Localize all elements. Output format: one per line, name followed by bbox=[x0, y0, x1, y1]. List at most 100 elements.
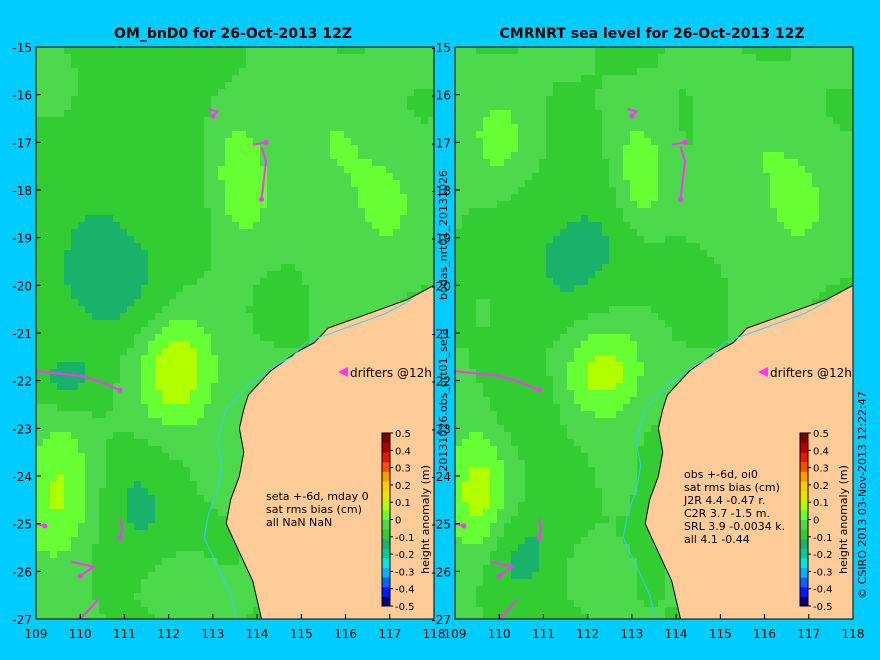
colorbar-tick-label: -0.2 bbox=[813, 550, 833, 561]
legend-drifters-left: drifters @12h bbox=[338, 366, 432, 380]
colorbar-tick-label: 0.1 bbox=[813, 498, 829, 509]
y-tick-label: -23 bbox=[12, 422, 32, 436]
y-tick-label: -20 bbox=[12, 279, 32, 293]
colorbar-tick-label: -0.3 bbox=[395, 567, 415, 578]
y-tick-label: -21 bbox=[431, 327, 451, 341]
panel-left: OM_bnD0 for 26-Oct-2013 12Z -15 -16 -17 -18… bbox=[12, 26, 445, 641]
drifter-head bbox=[263, 139, 269, 145]
colorbar-tick-label: 0 bbox=[813, 516, 819, 527]
colorbar-tick-label: -0.1 bbox=[395, 533, 415, 544]
colorbar-swatch bbox=[382, 471, 390, 482]
colorbar-swatch bbox=[800, 519, 808, 530]
y-tick-label: -18 bbox=[431, 184, 451, 198]
drifter-head bbox=[117, 387, 123, 393]
y-tick-label: -15 bbox=[12, 41, 32, 55]
colorbar-right: 0.5 0.4 0.3 0.2 0.1 0 -0.1 -0.2 -0.3 -0.4 -0.5 heig… bbox=[799, 429, 850, 613]
drifter-head bbox=[117, 535, 123, 541]
colorbar-swatch bbox=[800, 500, 808, 511]
y-tick-label: -21 bbox=[12, 327, 32, 341]
drifter-track bbox=[538, 518, 543, 539]
colorbar-swatch bbox=[800, 586, 808, 597]
panel-right-title: CMRNRT sea level for 26-Oct-2013 12Z bbox=[500, 26, 805, 42]
x-tick-label: 109 bbox=[444, 627, 467, 641]
y-tick-label: -26 bbox=[12, 565, 32, 579]
colorbar-tick-label: -0.2 bbox=[395, 550, 415, 561]
colorbar-swatch bbox=[800, 433, 808, 444]
drifter-track bbox=[455, 370, 540, 392]
drifter-head bbox=[77, 573, 83, 579]
panel-right: CMRNRT sea level for 26-Oct-2013 12Z -15… bbox=[431, 26, 864, 641]
x-axis-right: 109 110 111 112 113 114 115 116 117 118 bbox=[444, 614, 865, 641]
colorbar-swatch bbox=[382, 557, 390, 568]
colorbar-swatch bbox=[382, 538, 390, 549]
x-tick-label: 118 bbox=[842, 627, 865, 641]
y-tick-label: -27 bbox=[431, 613, 451, 627]
legend-drifters-label: drifters @12h bbox=[770, 366, 852, 380]
x-tick-label: 111 bbox=[532, 627, 555, 641]
colorbar-swatch bbox=[800, 452, 808, 463]
drifter-track bbox=[490, 560, 515, 577]
y-tick-label: -20 bbox=[431, 279, 451, 293]
stats-line: SRL 3.9 -0.0034 k. bbox=[684, 520, 785, 533]
x-tick-label: 109 bbox=[25, 627, 48, 641]
y-tick-label: -19 bbox=[431, 232, 451, 246]
drifter-head bbox=[678, 197, 684, 203]
stats-line: obs +-6d, oi0 bbox=[684, 468, 758, 481]
colorbar-swatch bbox=[800, 481, 808, 492]
colorbar-swatch bbox=[800, 548, 808, 559]
x-tick-label: 112 bbox=[576, 627, 599, 641]
drifter-track bbox=[679, 146, 687, 200]
colorbar-swatch bbox=[800, 490, 808, 501]
colorbar-swatch bbox=[382, 548, 390, 559]
colorbar-swatch bbox=[800, 577, 808, 588]
y-tick-label: -25 bbox=[431, 518, 451, 532]
colorbar-tick-label: 0.5 bbox=[395, 429, 411, 440]
x-tick-label: 115 bbox=[709, 627, 732, 641]
x-tick-label: 112 bbox=[157, 627, 180, 641]
stats-line: all NaN NaN bbox=[266, 516, 332, 529]
stats-line: sat rms bias (cm) bbox=[684, 481, 780, 494]
colorbar-swatch bbox=[382, 596, 390, 607]
colorbar-swatch bbox=[800, 461, 808, 472]
y-tick-label: -27 bbox=[12, 613, 32, 627]
colorbar-swatch bbox=[382, 509, 390, 520]
colorbar-swatch bbox=[382, 586, 390, 597]
colorbar-left: 0.5 0.4 0.3 0.2 0.1 0 -0.1 -0.2 -0.3 -0.4 -0.5 heig… bbox=[381, 429, 432, 613]
drifter-head bbox=[682, 139, 688, 145]
y-axis-left: -15 -16 -17 -18 -19 -20 -21 -22 -23 -24 -25 -26 -27 bbox=[12, 41, 41, 627]
drifter-head bbox=[42, 523, 48, 529]
stats-line: sat rms bias (cm) bbox=[266, 503, 362, 516]
shelf-contour bbox=[203, 298, 413, 619]
side-label-left: bodas_nrt01_20131026 bbox=[437, 170, 450, 300]
colorbar-swatch bbox=[382, 519, 390, 530]
drifter-track bbox=[119, 518, 124, 539]
colorbar-swatch bbox=[800, 538, 808, 549]
drifter-track bbox=[36, 370, 121, 392]
colorbar-swatch bbox=[382, 529, 390, 540]
panel-left-title: OM_bnD0 for 26-Oct-2013 12Z bbox=[114, 26, 352, 42]
x-tick-label: 117 bbox=[797, 627, 820, 641]
drifter-track bbox=[71, 560, 96, 577]
y-tick-label: -16 bbox=[431, 89, 451, 103]
x-tick-label: 113 bbox=[620, 627, 643, 641]
colorbar-label: height anomaly (m) bbox=[837, 465, 850, 574]
colorbar-tick-label: 0.5 bbox=[813, 429, 829, 440]
colorbar-swatch bbox=[800, 557, 808, 568]
colorbar-tick-label: 0.1 bbox=[395, 498, 411, 509]
colorbar-tick-label: -0.4 bbox=[813, 585, 833, 596]
side-label-middle: 20131026.obs_nrt01_seta bbox=[437, 328, 450, 471]
x-tick-label: 114 bbox=[665, 627, 688, 641]
plot-area-left bbox=[35, 46, 435, 620]
x-axis-left: 109 110 111 112 113 114 115 116 117 118 bbox=[25, 614, 445, 641]
y-tick-label: -23 bbox=[431, 422, 451, 436]
y-tick-label: -24 bbox=[12, 470, 32, 484]
colorbar-tick-label: 0.3 bbox=[395, 464, 411, 475]
drifter-head bbox=[536, 387, 542, 393]
stats-line: C2R 3.7 -1.5 m. bbox=[684, 507, 770, 520]
x-tick-label: 110 bbox=[69, 627, 92, 641]
y-tick-label: -24 bbox=[431, 470, 451, 484]
colorbar-swatch bbox=[382, 500, 390, 511]
y-tick-label: -18 bbox=[12, 184, 32, 198]
